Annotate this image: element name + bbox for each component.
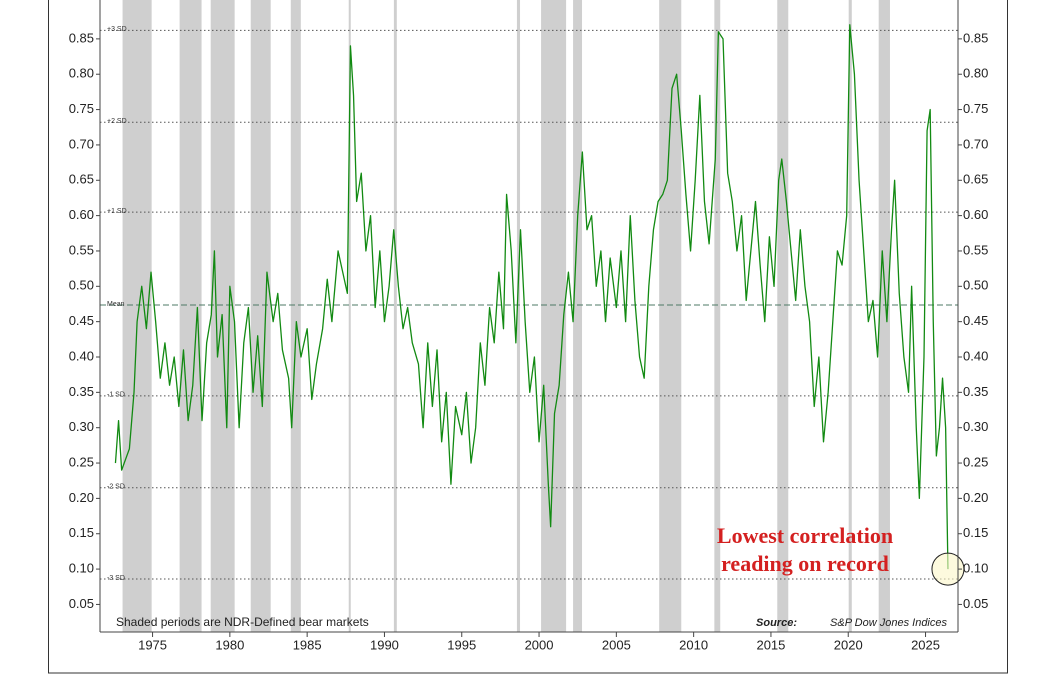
lowest-highlight xyxy=(931,552,965,586)
y2-tick-label: 0.20 xyxy=(963,490,988,505)
reference-label: -2 SD xyxy=(107,484,125,491)
y-tick-label: 0.60 xyxy=(69,207,94,222)
bear-market-shade xyxy=(878,0,890,632)
source: S&P Dow Jones Indices xyxy=(830,617,947,629)
source-label: Source: xyxy=(756,617,797,629)
y-tick-label: 0.05 xyxy=(69,596,94,611)
y-tick-label: 0.10 xyxy=(69,561,94,576)
y2-tick-label: 0.35 xyxy=(963,384,988,399)
y2-tick-label: 0.40 xyxy=(963,348,988,363)
frame xyxy=(48,0,1008,674)
y2-tick-label: 0.70 xyxy=(963,136,988,151)
y-tick-label: 0.70 xyxy=(69,136,94,151)
y2-tick-label: 0.30 xyxy=(963,419,988,434)
y-tick-label: 0.85 xyxy=(69,30,94,45)
reference-label: +2 SD xyxy=(107,118,127,125)
y2-tick-label: 0.80 xyxy=(963,66,988,81)
bear-market-shade xyxy=(848,0,852,632)
x-tick-label: 1990 xyxy=(370,637,399,652)
bear-market-shade xyxy=(659,0,682,632)
x-tick-label: 2000 xyxy=(525,637,554,652)
x-tick-label: 2015 xyxy=(756,637,785,652)
y-tick-label: 0.40 xyxy=(69,348,94,363)
y-tick-label: 0.65 xyxy=(69,172,94,187)
x-tick-label: 1985 xyxy=(293,637,322,652)
bear-market-shade xyxy=(393,0,397,632)
bear-market-shade xyxy=(250,0,271,632)
bear-market-shade xyxy=(516,0,521,632)
x-tick-label: 1995 xyxy=(447,637,476,652)
y2-tick-label: 0.15 xyxy=(963,525,988,540)
y2-tick-label: 0.75 xyxy=(963,101,988,116)
reference-label: +3 SD xyxy=(107,26,127,33)
bear-market-shade xyxy=(290,0,301,632)
y-tick-label: 0.25 xyxy=(69,454,94,469)
bear-market-shade xyxy=(179,0,202,632)
bear-market-shade xyxy=(348,0,351,632)
y2-tick-label: 0.55 xyxy=(963,242,988,257)
bear-market-shade xyxy=(777,0,789,632)
y-tick-label: 0.55 xyxy=(69,242,94,257)
y-tick-label: 0.20 xyxy=(69,490,94,505)
y2-tick-label: 0.45 xyxy=(963,313,988,328)
y2-tick-label: 0.10 xyxy=(963,561,988,576)
y-tick-label: 0.50 xyxy=(69,278,94,293)
y-tick-label: 0.75 xyxy=(69,101,94,116)
reference-label: -3 SD xyxy=(107,575,125,582)
annotation: reading on record xyxy=(721,551,889,576)
y2-tick-label: 0.60 xyxy=(963,207,988,222)
y-tick-label: 0.80 xyxy=(69,66,94,81)
reference-label: +1 SD xyxy=(107,208,127,215)
x-tick-label: 1980 xyxy=(215,637,244,652)
x-tick-label: 2010 xyxy=(679,637,708,652)
y-tick-label: 0.35 xyxy=(69,384,94,399)
y2-tick-label: 0.65 xyxy=(963,172,988,187)
bear-market-shade xyxy=(573,0,583,632)
x-tick-label: 2025 xyxy=(911,637,940,652)
bear-market-shade xyxy=(714,0,721,632)
y2-tick-label: 0.05 xyxy=(963,596,988,611)
shaded-note: Shaded periods are NDR-Defined bear mark… xyxy=(116,615,369,629)
reference-label: -1 SD xyxy=(107,392,125,399)
series-line xyxy=(114,24,949,570)
y2-tick-label: 0.85 xyxy=(963,30,988,45)
y-tick-label: 0.15 xyxy=(69,525,94,540)
reference-label: Mean xyxy=(107,301,125,308)
y-tick-label: 0.45 xyxy=(69,313,94,328)
x-tick-label: 2005 xyxy=(602,637,631,652)
y-tick-label: 0.30 xyxy=(69,419,94,434)
annotation: Lowest correlation xyxy=(717,523,893,548)
x-tick-label: 1975 xyxy=(138,637,167,652)
y2-tick-label: 0.25 xyxy=(963,454,988,469)
x-tick-label: 2020 xyxy=(834,637,863,652)
y2-tick-label: 0.50 xyxy=(963,278,988,293)
bear-market-shade xyxy=(541,0,567,632)
